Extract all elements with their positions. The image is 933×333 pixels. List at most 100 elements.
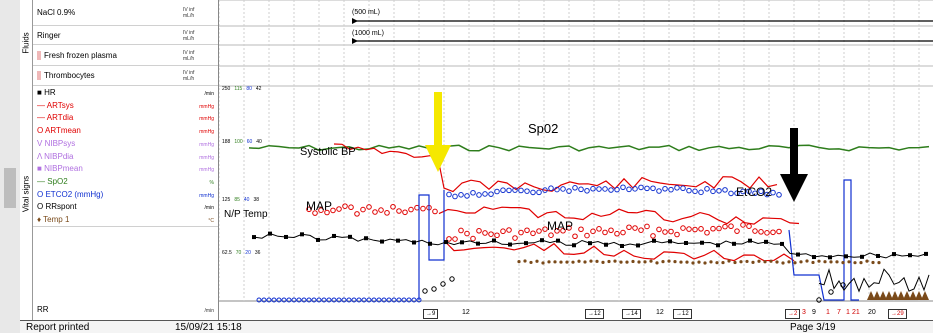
vital-row[interactable]: — ARTsys mmHg <box>33 100 218 113</box>
temp-point <box>673 260 677 264</box>
map-point <box>608 227 614 234</box>
rr-spont-point <box>816 297 822 303</box>
vital-row[interactable]: ♦ Temp 1 °C <box>33 214 218 227</box>
temp-point <box>811 260 815 265</box>
scale-value: 70 <box>235 250 242 256</box>
map-point <box>560 227 566 234</box>
map-point <box>452 236 458 242</box>
hr-point <box>876 253 880 258</box>
temp-point <box>781 261 785 265</box>
temp-point <box>553 260 557 264</box>
annotation-spo2: Sp02 <box>528 121 559 136</box>
etco2-point <box>366 297 372 303</box>
vital-legend-symbol: V <box>37 138 43 148</box>
temp-point <box>691 261 695 265</box>
scale-value: 85 <box>234 197 240 203</box>
etco2-point <box>500 187 506 194</box>
hr-point <box>924 251 928 256</box>
map-point <box>734 228 740 234</box>
hr-point <box>860 254 864 259</box>
vital-name: ■ NIBPmean <box>37 164 83 174</box>
annotation-map-lower: MAP <box>547 219 574 233</box>
temp-point <box>721 260 725 265</box>
map-point <box>342 203 348 209</box>
vital-name: — ARTsys <box>37 100 74 110</box>
vital-row[interactable]: O ARTmean mmHg <box>33 125 218 138</box>
fluid-start-marker <box>352 38 358 44</box>
map-point <box>596 226 602 232</box>
hr-point <box>556 238 560 243</box>
vital-row[interactable]: ■ NIBPmean mmHg <box>33 163 218 176</box>
fluid-row[interactable]: Fresh frozen plasma IV inf mL/h <box>33 45 218 66</box>
hr-point <box>668 239 672 244</box>
hr-point <box>604 242 608 247</box>
etco2-point <box>548 185 554 192</box>
temp-point <box>547 260 551 264</box>
hr-point <box>412 240 416 245</box>
hr-point <box>444 240 448 245</box>
rr-marker: →9 <box>423 309 439 319</box>
fluid-unit: IV inf mL/h <box>183 29 195 42</box>
etco2-point <box>728 190 734 197</box>
etco2-point <box>644 185 650 192</box>
temp-point <box>841 261 845 265</box>
temp-marker-end <box>879 291 887 300</box>
trend-chart[interactable] <box>219 0 933 320</box>
vital-unit: mmHg <box>199 103 214 110</box>
vital-name: O ARTmean <box>37 126 81 136</box>
art-lower-trace <box>443 240 795 262</box>
vitals-section-label: Vital signs <box>20 86 33 301</box>
vital-row[interactable]: ■ HR/min <box>33 87 218 100</box>
map-point <box>390 203 396 210</box>
map-point <box>584 232 590 239</box>
map-point <box>776 228 782 235</box>
fluid-row[interactable]: NaCl 0.9% IV inf mL/h <box>33 0 218 26</box>
temp-point <box>565 260 569 264</box>
map-point <box>770 229 776 236</box>
vital-row[interactable]: V NIBPsys mmHg <box>33 138 218 151</box>
vital-row[interactable]: O ETCO2 (mmHg) mmHg <box>33 189 218 202</box>
vital-name: ♦ Temp 1 <box>37 215 70 224</box>
vital-row[interactable]: — SpO2% <box>33 176 218 189</box>
rr-spont-point <box>828 289 834 295</box>
vital-unit: °C <box>208 218 214 224</box>
temp-point <box>715 261 719 265</box>
temp-point <box>817 259 821 263</box>
etco2-point <box>614 186 620 193</box>
hr-point <box>252 235 256 240</box>
vital-row[interactable]: — ARTdia mmHg <box>33 112 218 125</box>
etco2-step-trace <box>418 190 445 300</box>
scale-labels: 250 115 80 42 <box>222 86 265 92</box>
hr-point <box>636 243 640 248</box>
rr-marker: 7 <box>837 309 841 316</box>
art-diastolic-trace <box>438 206 800 225</box>
map-point <box>764 230 770 236</box>
page-indicator[interactable]: Page 3/19 <box>790 322 836 333</box>
vital-legend-symbol: ■ <box>37 164 42 174</box>
map-point <box>476 227 482 234</box>
etco2-point <box>662 185 668 192</box>
scale-value: 20 <box>245 250 251 256</box>
etco2-point <box>632 186 638 192</box>
etco2-point <box>406 297 412 303</box>
scroll-handle[interactable] <box>4 168 16 208</box>
vital-row[interactable]: Λ NIBPdia mmHg <box>33 151 218 164</box>
temp-marker-end <box>921 291 929 300</box>
etco2-point <box>668 186 674 193</box>
temp-point <box>601 260 605 264</box>
map-point <box>746 223 752 230</box>
map-point <box>312 210 318 216</box>
vital-row[interactable]: O RRspont/min <box>33 201 218 214</box>
hr-point <box>508 242 512 247</box>
etco2-point <box>286 297 292 303</box>
window-left-edge <box>0 0 20 333</box>
rr-row[interactable]: RR /min <box>33 301 218 320</box>
fluid-row[interactable]: Thrombocytes IV inf mL/h <box>33 66 218 86</box>
map-point <box>458 227 464 234</box>
etco2-point <box>482 191 488 197</box>
temp-point <box>739 260 743 264</box>
temp-point <box>655 261 659 265</box>
etco2-point <box>341 297 347 303</box>
fluid-row[interactable]: Ringer IV inf mL/h <box>33 26 218 45</box>
etco2-point <box>530 189 536 196</box>
